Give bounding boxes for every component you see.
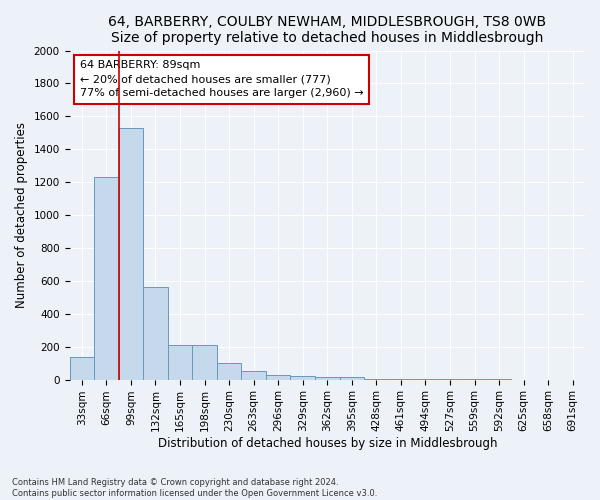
Bar xyxy=(217,363,241,380)
Bar xyxy=(94,177,119,380)
Bar xyxy=(340,377,364,380)
Bar xyxy=(364,379,389,380)
Bar xyxy=(290,376,315,380)
Bar xyxy=(119,128,143,380)
X-axis label: Distribution of detached houses by size in Middlesbrough: Distribution of detached houses by size … xyxy=(158,437,497,450)
Bar xyxy=(70,356,94,380)
Bar xyxy=(143,288,168,380)
Y-axis label: Number of detached properties: Number of detached properties xyxy=(15,122,28,308)
Text: 64 BARBERRY: 89sqm
← 20% of detached houses are smaller (777)
77% of semi-detach: 64 BARBERRY: 89sqm ← 20% of detached hou… xyxy=(80,60,364,98)
Bar xyxy=(241,372,266,380)
Bar xyxy=(315,377,340,380)
Title: 64, BARBERRY, COULBY NEWHAM, MIDDLESBROUGH, TS8 0WB
Size of property relative to: 64, BARBERRY, COULBY NEWHAM, MIDDLESBROU… xyxy=(108,15,547,45)
Bar xyxy=(168,345,192,380)
Text: Contains HM Land Registry data © Crown copyright and database right 2024.
Contai: Contains HM Land Registry data © Crown c… xyxy=(12,478,377,498)
Bar xyxy=(266,374,290,380)
Bar xyxy=(192,345,217,380)
